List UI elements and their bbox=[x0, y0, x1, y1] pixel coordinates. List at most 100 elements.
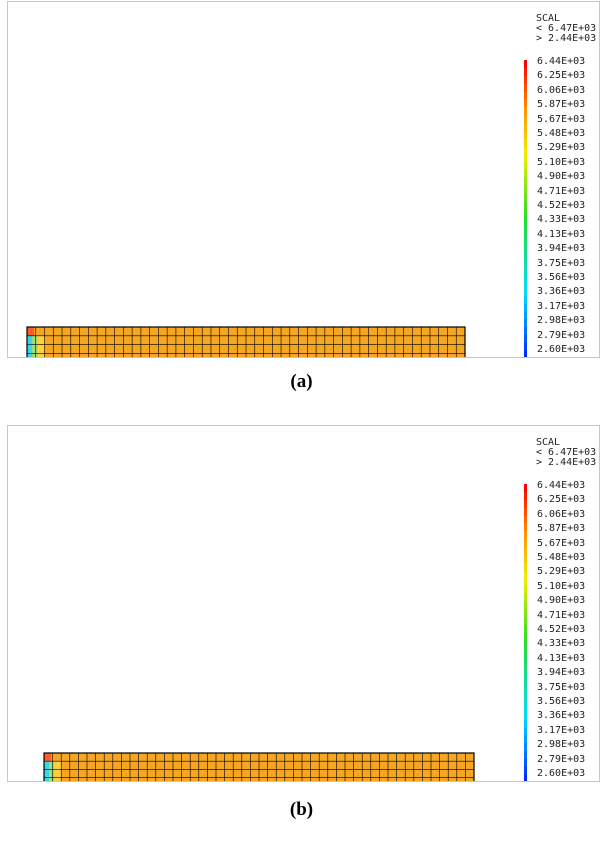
colorbar-segment bbox=[524, 146, 527, 155]
colorbar-segment bbox=[524, 311, 527, 320]
legend-level-label: 5.10E+03 bbox=[537, 580, 586, 592]
legend-max: < 6.47E+03 bbox=[536, 23, 597, 34]
legend-title: SCAL bbox=[536, 437, 561, 448]
colorbar-segment bbox=[524, 570, 527, 579]
legend-level-label: 3.75E+03 bbox=[537, 681, 586, 693]
colorbar-segment bbox=[524, 633, 527, 642]
colorbar-segment bbox=[524, 114, 527, 124]
legend-level-label: 4.90E+03 bbox=[537, 595, 586, 607]
legend-level-label: 3.56E+03 bbox=[537, 272, 586, 283]
colorbar-segment bbox=[524, 67, 527, 77]
legend-level-label: 3.36E+03 bbox=[537, 710, 586, 722]
legend-level-label: 5.67E+03 bbox=[537, 537, 586, 549]
colorbar-segment bbox=[524, 593, 527, 603]
colorbar-segment bbox=[524, 256, 527, 265]
colorbar-segment bbox=[524, 586, 527, 595]
colorbar-segment bbox=[524, 750, 527, 760]
legend-max: < 6.47E+03 bbox=[536, 447, 597, 458]
legend-level-label: 5.67E+03 bbox=[537, 113, 586, 125]
legend-level-label: 2.98E+03 bbox=[537, 739, 586, 751]
colorbar-segment bbox=[524, 538, 527, 548]
legend-level-label: 3.36E+03 bbox=[537, 286, 586, 298]
corner-high-top bbox=[27, 327, 35, 336]
colorbar-segment bbox=[524, 601, 527, 611]
mesh-group bbox=[43, 752, 475, 781]
colorbar-segment bbox=[524, 625, 527, 634]
legend-level-label: 2.79E+03 bbox=[537, 329, 586, 341]
legend-level-label: 6.44E+03 bbox=[537, 56, 586, 67]
mesh-group bbox=[26, 326, 466, 357]
colorbar-segment bbox=[524, 83, 527, 92]
colorbar-segment bbox=[524, 99, 527, 108]
colorbar-segment bbox=[524, 774, 527, 781]
colorbar-segment bbox=[524, 326, 527, 336]
colorbar-segment bbox=[524, 334, 527, 344]
colorbar-segment bbox=[524, 319, 527, 328]
legend-level-label: 3.94E+03 bbox=[537, 243, 586, 255]
colorbar-segment bbox=[524, 177, 527, 187]
colorbar-segment bbox=[524, 138, 527, 147]
colorbar-segment bbox=[524, 743, 527, 752]
mesh-outline bbox=[43, 752, 475, 781]
mid-value-region bbox=[49, 761, 55, 781]
legend-level-label: 4.90E+03 bbox=[537, 171, 586, 183]
legend-level-label: 4.52E+03 bbox=[537, 200, 586, 211]
legend-level-label: 3.94E+03 bbox=[537, 667, 586, 679]
colorbar-segment bbox=[524, 507, 527, 516]
colorbar-segment bbox=[524, 695, 527, 705]
legend-level-label: 3.17E+03 bbox=[537, 724, 586, 736]
legend-level-label: 6.06E+03 bbox=[537, 508, 586, 520]
contour-plot-a bbox=[26, 60, 527, 357]
colorbar-segment bbox=[524, 499, 527, 509]
colorbar-segment bbox=[524, 169, 527, 179]
transition-region bbox=[54, 761, 62, 781]
colorbar-segment bbox=[524, 672, 527, 681]
colorbar-segment bbox=[524, 766, 527, 775]
colorbar-segment bbox=[524, 656, 527, 666]
colorbar-segment bbox=[524, 350, 527, 357]
colorbar-segment bbox=[524, 562, 527, 571]
transition-region bbox=[37, 335, 45, 357]
legend-level-label: 2.98E+03 bbox=[537, 315, 586, 327]
caption-a: (a) bbox=[290, 371, 313, 392]
colorbar-segment bbox=[524, 162, 527, 171]
colorbar-segment bbox=[524, 546, 527, 556]
colorbar-segment bbox=[524, 648, 527, 658]
colorbar-segment bbox=[524, 60, 527, 69]
colorbar-segment bbox=[524, 484, 527, 493]
colorbar-segment bbox=[524, 232, 527, 242]
legend-level-label: 2.79E+03 bbox=[537, 753, 586, 765]
colorbar-segment bbox=[524, 130, 527, 139]
colorbar-segment bbox=[524, 617, 527, 626]
colorbar-segment bbox=[524, 578, 527, 587]
colorbar-segment bbox=[524, 491, 527, 501]
colorbar-segment bbox=[524, 185, 527, 194]
colorbar-segment bbox=[524, 719, 527, 728]
legend-level-label: 6.25E+03 bbox=[537, 494, 586, 506]
legend-min: > 2.44E+03 bbox=[536, 33, 597, 44]
colorbar-segment bbox=[524, 240, 527, 249]
legend-level-label: 4.13E+03 bbox=[537, 228, 586, 240]
legend-level-label: 6.44E+03 bbox=[537, 480, 586, 491]
colorbar-segment bbox=[524, 727, 527, 736]
legend-level-label: 3.17E+03 bbox=[537, 300, 586, 312]
colorbar-segment bbox=[524, 680, 527, 689]
colorbar-segment bbox=[524, 295, 527, 304]
colorbar-segment bbox=[524, 515, 527, 524]
legend-level-label: 6.25E+03 bbox=[537, 70, 586, 82]
legend-level-label: 5.29E+03 bbox=[537, 142, 586, 154]
low-value-region bbox=[44, 761, 50, 781]
colorbar-segment bbox=[524, 641, 527, 650]
colorbar-segment bbox=[524, 217, 527, 226]
colorbar-segment bbox=[524, 154, 527, 163]
mid-value-region bbox=[32, 335, 38, 357]
legend-title: SCAL bbox=[536, 13, 561, 24]
colorbar-segment bbox=[524, 287, 527, 296]
colorbar-segment bbox=[524, 703, 527, 713]
colorbar-segment bbox=[524, 122, 527, 132]
legend-level-label: 6.06E+03 bbox=[537, 84, 586, 96]
legend-level-label: 5.87E+03 bbox=[537, 523, 586, 535]
contour-panel-a: SCAL < 6.47E+03 > 2.44E+03 6.44E+03 6.25E… bbox=[7, 1, 600, 358]
caption-b: (b) bbox=[289, 799, 314, 820]
contour-panel-b: SCAL < 6.47E+03 > 2.44E+03 6.44E+03 6.25E… bbox=[7, 425, 600, 782]
